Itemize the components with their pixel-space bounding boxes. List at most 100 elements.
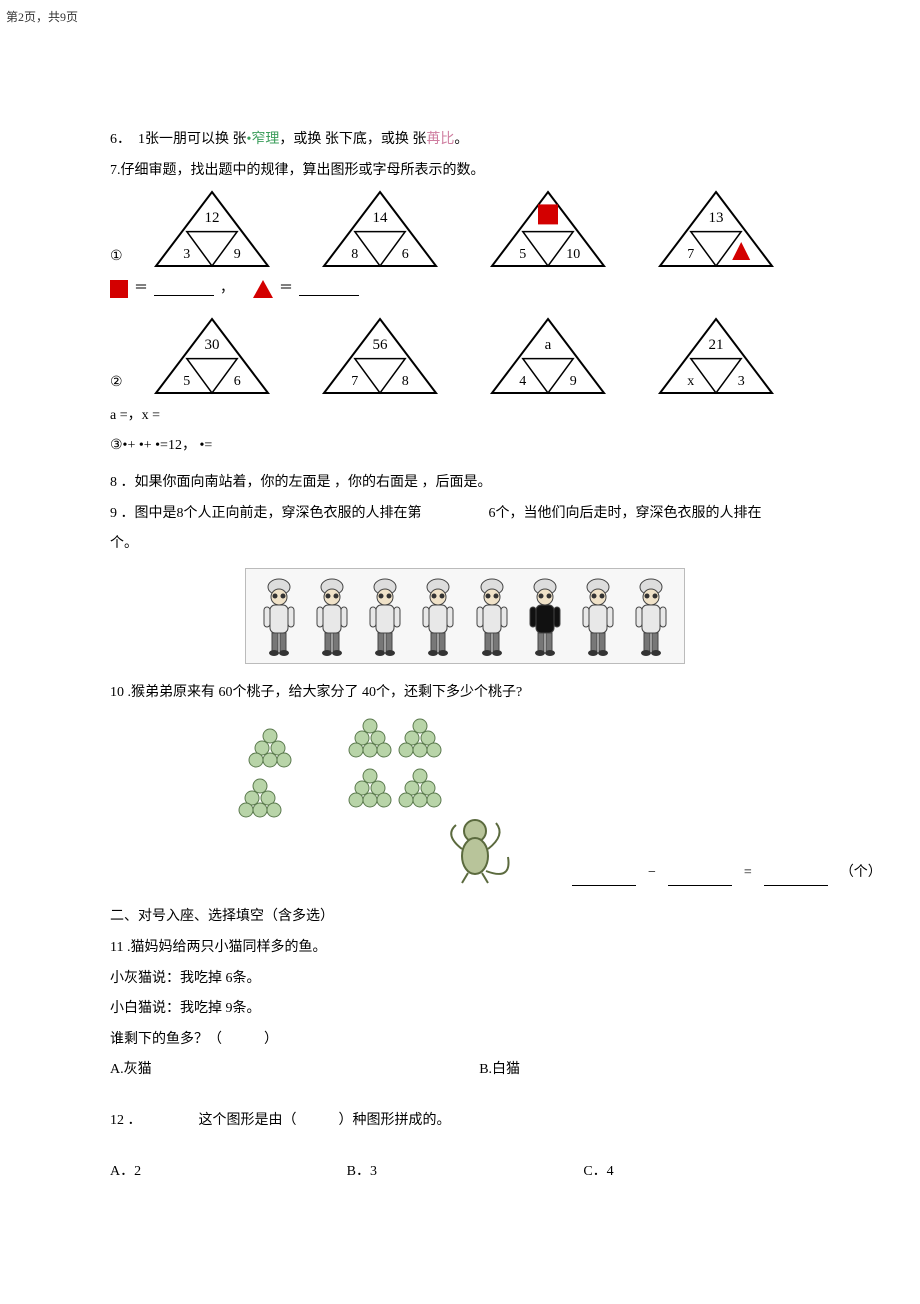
triangle-diagram: 14 8 6	[320, 190, 440, 270]
svg-text:30: 30	[205, 337, 220, 353]
q7-text: 7.仔细审题，找出题中的规律，算出图形或字母所表示的数。	[110, 163, 485, 178]
question-9: 9 ．图中是8个人正向前走，穿深色衣服的人排在第 6个，当他们向后走时，穿深色衣…	[110, 501, 820, 528]
q9-text-b: 6个，当他们向后走时，穿深色衣服的人排在	[489, 506, 762, 521]
person-icon	[524, 575, 566, 659]
page-header: 第2页，共9页	[0, 0, 920, 33]
q12-opt-a[interactable]: A．2	[110, 1159, 347, 1186]
svg-text:9: 9	[570, 374, 577, 389]
q10-blank-3[interactable]	[764, 872, 828, 886]
q11-opt-a[interactable]: A.灰猫	[110, 1057, 479, 1084]
person-icon	[311, 575, 353, 659]
svg-text:9: 9	[234, 247, 241, 262]
q11-l1: 11 .猫妈妈给两只小猫同样多的鱼。	[110, 935, 820, 962]
svg-text:7: 7	[351, 374, 358, 389]
svg-text:5: 5	[183, 374, 190, 389]
eq1: ＝	[134, 276, 148, 303]
worksheet-content: 6． 1张一朋可以换 张•窄理，或换 张下底，或换 张苒比。 7.仔细审题，找出…	[0, 33, 920, 1249]
row1-label: ①	[110, 244, 128, 271]
svg-text:56: 56	[373, 337, 389, 353]
row2-answer-text: a =，x =	[110, 408, 160, 423]
q10-text: 10 .猴弟弟原来有 60个桃子，给大家分了 40个，还剩下多少个桃子?	[110, 685, 522, 700]
q6-text3: ，或换 张	[367, 132, 427, 147]
q8-text: 8 ．如果你面向南站着，你的左面是 ，你的右面是 ，后面是。	[110, 475, 492, 490]
triangle-diagram: 5 10	[488, 190, 608, 270]
q10-blank-2[interactable]	[668, 872, 732, 886]
svg-text:10: 10	[566, 247, 580, 262]
person-icon	[577, 575, 619, 659]
person-icon	[417, 575, 459, 659]
triangle-diagram: 56 7 8	[320, 317, 440, 397]
eq2: ＝	[279, 276, 293, 303]
person-icon	[364, 575, 406, 659]
q10-equals: =	[744, 860, 752, 887]
triangle-row-1: ① 12 3 9 14 8 6 5 10 13 7	[110, 190, 820, 270]
q10-unit: （个）	[840, 860, 882, 887]
svg-text:3: 3	[738, 374, 745, 389]
q11-l2: 小灰猫说：我吃掉 6条。	[110, 966, 820, 993]
q6-text: 6． 1张一朋可以换 张	[110, 132, 247, 147]
person-icon	[630, 575, 672, 659]
person-icon	[471, 575, 513, 659]
q12-opt-b[interactable]: B．3	[347, 1159, 584, 1186]
page-number: 第2页，共9页	[6, 10, 78, 24]
person-icon	[258, 575, 300, 659]
blank-1[interactable]	[154, 282, 214, 296]
question-10: 10 .猴弟弟原来有 60个桃子，给大家分了 40个，还剩下多少个桃子?	[110, 680, 820, 707]
question-6: 6． 1张一朋可以换 张•窄理，或换 张下底，或换 张苒比。	[110, 127, 820, 154]
q10-blank-1[interactable]	[572, 872, 636, 886]
section-2-title: 二、对号入座、选择填空（含多选）	[110, 904, 820, 931]
q12-text-b: 这个图形是由（ ）种图形拼成的。	[199, 1113, 451, 1128]
triangle-diagram: 21 x 3	[656, 317, 776, 397]
q6-text4: 。	[454, 132, 468, 147]
q6-link3: 苒比	[426, 132, 454, 147]
monkey-figure	[200, 716, 560, 886]
q12-options: A．2 B．3 C．4	[110, 1159, 820, 1186]
svg-text:6: 6	[402, 247, 409, 262]
triangle-diagram: 3056	[152, 317, 272, 397]
row3: ③•+ •+ •=12， •=	[110, 433, 820, 460]
triangle-row-2: ② 30 5656 7 8 a 4 9 21 x 3	[110, 317, 820, 397]
comma: ，	[220, 276, 234, 303]
q6-text2: ，或换 张	[279, 132, 339, 147]
section2-text: 二、对号入座、选择填空（含多选）	[110, 909, 334, 924]
q9-text-c: 个。	[110, 536, 138, 551]
svg-text:14: 14	[373, 210, 389, 226]
svg-text:8: 8	[351, 247, 358, 262]
red-square-icon	[110, 280, 128, 298]
q12-opt-c[interactable]: C．4	[583, 1159, 820, 1186]
blank-2[interactable]	[299, 282, 359, 296]
q6-link1: 窄理	[251, 132, 279, 147]
svg-text:5: 5	[519, 247, 526, 262]
question-8: 8 ．如果你面向南站着，你的左面是 ，你的右面是 ，后面是。	[110, 470, 820, 497]
svg-text:x: x	[687, 374, 694, 389]
people-figure	[245, 568, 685, 664]
row1-answers: ＝ ， ＝	[110, 276, 820, 303]
q6-plain: 下底	[339, 132, 367, 147]
row2-label: ②	[110, 370, 128, 397]
svg-text:7: 7	[687, 247, 694, 262]
svg-text:8: 8	[402, 374, 409, 389]
q11-l4: 谁剩下的鱼多？（ ）	[110, 1027, 820, 1054]
svg-text:21: 21	[709, 337, 724, 353]
row3-text: ③•+ •+ •=12， •=	[110, 438, 212, 453]
svg-text:4: 4	[519, 374, 526, 389]
row2-answer: a =，x =	[110, 403, 820, 430]
svg-text:3: 3	[183, 247, 190, 262]
svg-text:12: 12	[205, 210, 220, 226]
q12-text-a: 12 ．	[110, 1113, 142, 1128]
question-9b: 个。	[110, 531, 820, 558]
svg-text:a: a	[545, 337, 552, 353]
q11-options: A.灰猫 B.白猫	[110, 1057, 820, 1084]
triangle-diagram: 12 3 9	[152, 190, 272, 270]
q11-l3: 小白猫说：我吃掉 9条。	[110, 996, 820, 1023]
q10-figure-row: − = （个）	[110, 710, 820, 886]
triangle-diagram: a 4 9	[488, 317, 608, 397]
q10-minus: −	[648, 860, 656, 887]
svg-text:13: 13	[709, 210, 724, 226]
question-12: 12 ． 这个图形是由（ ）种图形拼成的。	[110, 1108, 820, 1135]
red-triangle-icon	[253, 280, 273, 298]
q11-opt-b[interactable]: B.白猫	[479, 1057, 820, 1084]
q9-text-a: 9 ．图中是8个人正向前走，穿深色衣服的人排在第	[110, 506, 422, 521]
question-7: 7.仔细审题，找出题中的规律，算出图形或字母所表示的数。	[110, 158, 820, 185]
triangle-diagram: 13 7	[656, 190, 776, 270]
